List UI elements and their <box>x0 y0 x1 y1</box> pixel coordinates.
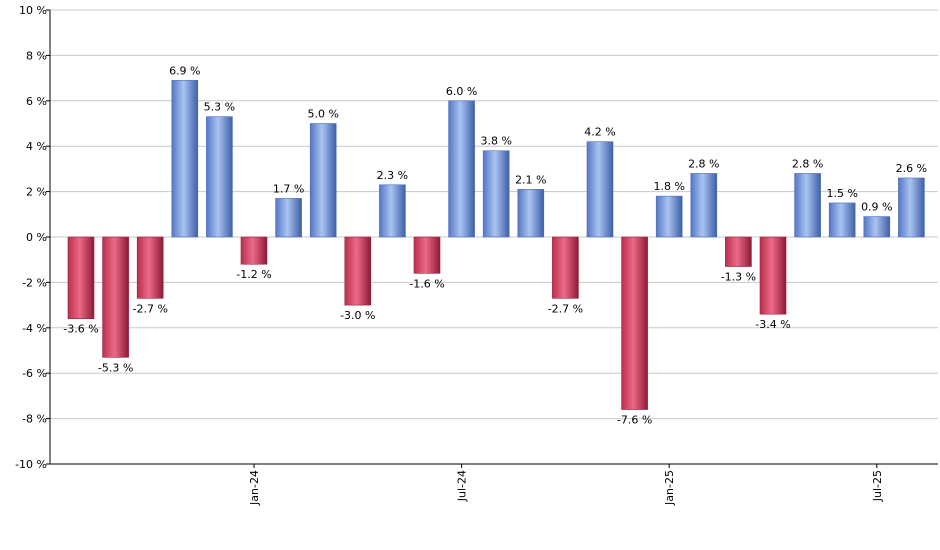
bar <box>344 236 372 306</box>
data-label: 1.7 % <box>273 182 304 195</box>
x-tick-label: Jul-25 <box>871 470 884 502</box>
data-label: -3.4 % <box>755 318 790 331</box>
y-tick-label: -8 % <box>22 413 47 426</box>
bar <box>552 236 579 299</box>
data-label: 5.3 % <box>204 101 235 114</box>
bar <box>759 236 787 315</box>
data-label: 1.8 % <box>653 180 684 193</box>
bar <box>448 100 475 238</box>
bar <box>171 80 199 238</box>
y-tick-label: -4 % <box>22 322 47 335</box>
bar <box>655 195 683 238</box>
x-tick-label: Jan-25 <box>663 470 676 506</box>
data-label: -1.2 % <box>236 268 271 281</box>
bar <box>828 202 856 238</box>
data-label: 0.9 % <box>861 201 892 214</box>
data-label: -3.6 % <box>63 323 98 336</box>
y-tick-label: -10 % <box>15 458 47 471</box>
x-tick-label: Jan-24 <box>248 470 261 506</box>
y-tick-label: 4 % <box>26 140 47 153</box>
bar <box>621 236 648 410</box>
bar <box>67 236 95 320</box>
data-label: 2.1 % <box>515 173 546 186</box>
data-label: 2.6 % <box>896 162 927 175</box>
y-tick-label: 8 % <box>26 49 47 62</box>
data-label: -2.7 % <box>548 302 583 315</box>
bar <box>690 173 718 238</box>
bar <box>206 116 233 238</box>
data-label: 2.8 % <box>792 157 823 170</box>
bar <box>725 236 752 267</box>
x-tick-label: Jul-24 <box>456 470 469 502</box>
data-label: -2.7 % <box>132 302 167 315</box>
bar <box>136 236 164 299</box>
data-labels-group: -3.6 % -5.3 % -2.7 % 6.9 % 5.3 % -1.2 % 1.7 % 5… <box>63 64 927 426</box>
data-label: 4.2 % <box>584 126 615 139</box>
bar <box>898 177 925 238</box>
data-label: 6.9 % <box>169 64 200 77</box>
data-label: 3.8 % <box>480 135 511 148</box>
bar <box>586 141 614 238</box>
bars-group <box>67 80 925 410</box>
data-label: 6.0 % <box>446 85 477 98</box>
data-label: -1.3 % <box>721 271 756 284</box>
data-label: -5.3 % <box>98 361 133 374</box>
data-label: 2.8 % <box>688 157 719 170</box>
data-label: -3.0 % <box>340 309 375 322</box>
data-label: 2.3 % <box>377 169 408 182</box>
bar <box>275 198 302 238</box>
bar <box>413 236 441 274</box>
data-label: -7.6 % <box>617 414 652 427</box>
bar <box>482 150 510 238</box>
bar <box>517 189 545 238</box>
data-label: 1.5 % <box>826 187 857 200</box>
bar <box>309 123 337 238</box>
y-tick-label: -6 % <box>22 367 47 380</box>
bar <box>240 236 268 265</box>
data-label: 5.0 % <box>307 108 338 121</box>
bar <box>794 173 821 238</box>
y-tick-label: 10 % <box>19 4 47 17</box>
bar <box>379 184 406 238</box>
y-tick-label: 6 % <box>26 95 47 108</box>
y-tick-label: 0 % <box>26 231 47 244</box>
bar <box>102 236 129 358</box>
y-tick-label: -2 % <box>22 276 47 289</box>
axes-group: 10 % 8 % 6 % 4 % 2 % 0 % -2 % -4 % -6 % -8 % -10 %… <box>15 4 938 506</box>
y-tick-label: 2 % <box>26 186 47 199</box>
bar <box>863 216 891 238</box>
data-label: -1.6 % <box>409 277 444 290</box>
